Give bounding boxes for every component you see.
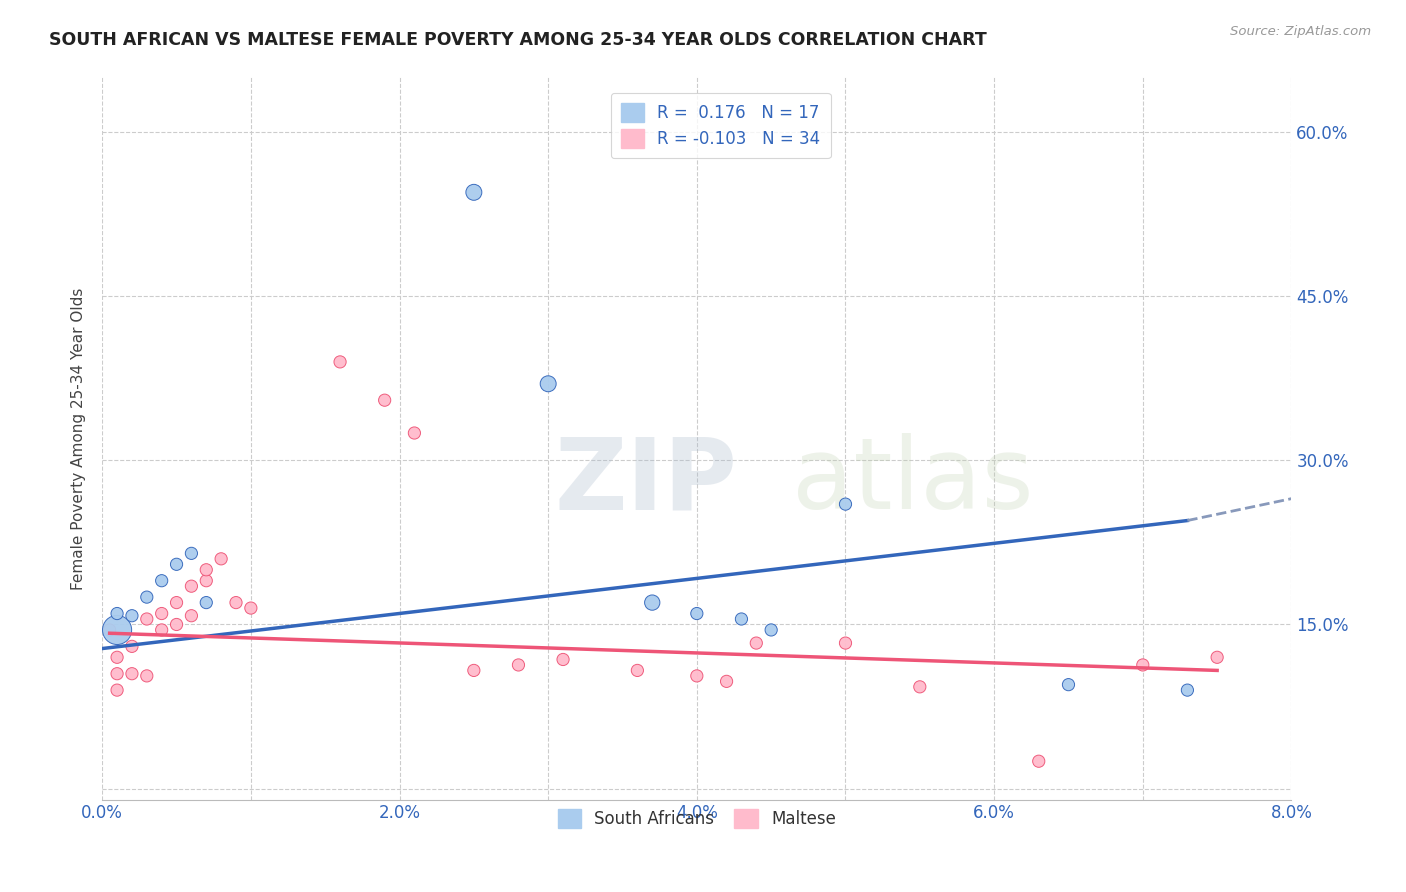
Point bbox=[1028, 754, 1050, 768]
Point bbox=[537, 376, 560, 391]
Text: Source: ZipAtlas.com: Source: ZipAtlas.com bbox=[1230, 25, 1371, 38]
Point bbox=[745, 636, 768, 650]
Point bbox=[641, 596, 664, 610]
Point bbox=[404, 425, 426, 440]
Point bbox=[834, 636, 856, 650]
Point bbox=[225, 596, 247, 610]
Point bbox=[166, 596, 188, 610]
Point bbox=[1177, 683, 1199, 698]
Text: atlas: atlas bbox=[792, 434, 1033, 531]
Point bbox=[463, 186, 485, 200]
Point bbox=[166, 617, 188, 632]
Point bbox=[908, 680, 931, 694]
Point bbox=[374, 393, 396, 408]
Point bbox=[329, 355, 352, 369]
Point bbox=[759, 623, 782, 637]
Point bbox=[135, 669, 157, 683]
Point bbox=[551, 652, 574, 666]
Point bbox=[180, 579, 202, 593]
Point bbox=[195, 563, 218, 577]
Point bbox=[686, 669, 709, 683]
Point bbox=[239, 601, 262, 615]
Point bbox=[121, 608, 143, 623]
Point bbox=[105, 683, 128, 698]
Point bbox=[1206, 650, 1229, 665]
Point bbox=[150, 574, 173, 588]
Point bbox=[834, 497, 856, 511]
Legend: South Africans, Maltese: South Africans, Maltese bbox=[551, 802, 842, 835]
Y-axis label: Female Poverty Among 25-34 Year Olds: Female Poverty Among 25-34 Year Olds bbox=[72, 287, 86, 590]
Point bbox=[626, 664, 648, 678]
Point bbox=[135, 612, 157, 626]
Point bbox=[716, 674, 738, 689]
Text: SOUTH AFRICAN VS MALTESE FEMALE POVERTY AMONG 25-34 YEAR OLDS CORRELATION CHART: SOUTH AFRICAN VS MALTESE FEMALE POVERTY … bbox=[49, 31, 987, 49]
Point bbox=[98, 623, 121, 637]
Point bbox=[195, 596, 218, 610]
Point bbox=[105, 650, 128, 665]
Point bbox=[508, 657, 530, 672]
Point bbox=[209, 551, 232, 566]
Point bbox=[150, 607, 173, 621]
Point bbox=[1057, 678, 1080, 692]
Point bbox=[180, 546, 202, 560]
Text: ZIP: ZIP bbox=[554, 434, 737, 531]
Point bbox=[121, 666, 143, 681]
Point bbox=[150, 623, 173, 637]
Point bbox=[1132, 657, 1154, 672]
Point bbox=[180, 608, 202, 623]
Point bbox=[463, 664, 485, 678]
Point bbox=[105, 623, 128, 637]
Point bbox=[105, 607, 128, 621]
Point bbox=[135, 590, 157, 604]
Point bbox=[195, 574, 218, 588]
Point bbox=[121, 640, 143, 654]
Point bbox=[686, 607, 709, 621]
Point bbox=[166, 558, 188, 572]
Point bbox=[730, 612, 752, 626]
Point bbox=[105, 666, 128, 681]
